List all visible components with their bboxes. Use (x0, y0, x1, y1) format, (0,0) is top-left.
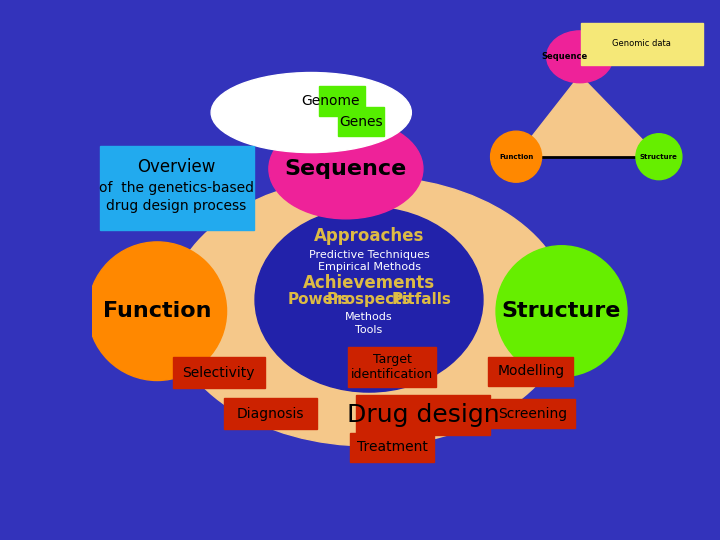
Text: Methods: Methods (345, 312, 393, 322)
Text: Sequence: Sequence (285, 159, 407, 179)
Bar (173, 357, 265, 388)
Text: Approaches: Approaches (314, 227, 424, 245)
Circle shape (496, 246, 627, 377)
Text: Function: Function (499, 154, 534, 160)
Ellipse shape (269, 119, 423, 219)
Bar (488, 356, 573, 386)
Text: Overview: Overview (138, 158, 216, 176)
Polygon shape (516, 75, 659, 157)
Text: Screening: Screening (498, 407, 567, 421)
Text: Drug design: Drug design (346, 403, 499, 427)
Text: Structure: Structure (640, 154, 678, 160)
Text: Genes: Genes (340, 115, 383, 129)
Text: Structure: Structure (502, 301, 621, 321)
Ellipse shape (168, 177, 570, 446)
Bar (338, 107, 384, 137)
Text: Selectivity: Selectivity (183, 366, 255, 380)
Bar (348, 347, 436, 387)
Text: Empirical Methods: Empirical Methods (318, 262, 420, 272)
Circle shape (636, 134, 682, 180)
Text: Prospects: Prospects (327, 292, 411, 307)
Text: Predictive Techniques: Predictive Techniques (309, 250, 429, 260)
Text: Genomic data: Genomic data (611, 39, 670, 49)
Ellipse shape (546, 31, 613, 83)
Text: Treatment: Treatment (356, 441, 428, 455)
Bar (356, 395, 490, 435)
Text: Pitfalls: Pitfalls (392, 292, 451, 307)
Text: Function: Function (103, 301, 212, 321)
Text: Target
identification: Target identification (351, 353, 433, 381)
Circle shape (490, 131, 541, 182)
Bar (319, 86, 365, 116)
Text: Achievements: Achievements (303, 274, 435, 292)
Text: drug design process: drug design process (107, 199, 247, 213)
Text: Modelling: Modelling (497, 364, 564, 378)
Ellipse shape (211, 72, 411, 153)
Text: Sequence: Sequence (541, 52, 588, 62)
Circle shape (88, 242, 227, 381)
Text: of  the genetics-based: of the genetics-based (99, 181, 254, 195)
Bar (490, 399, 575, 428)
Text: Diagnosis: Diagnosis (237, 407, 304, 421)
Text: Tools: Tools (356, 326, 382, 335)
FancyBboxPatch shape (582, 23, 703, 65)
Text: Powers: Powers (288, 292, 350, 307)
Bar (224, 398, 317, 429)
Text: Genome: Genome (301, 94, 360, 108)
Bar (99, 146, 253, 231)
Ellipse shape (255, 207, 483, 392)
Bar (350, 433, 434, 462)
